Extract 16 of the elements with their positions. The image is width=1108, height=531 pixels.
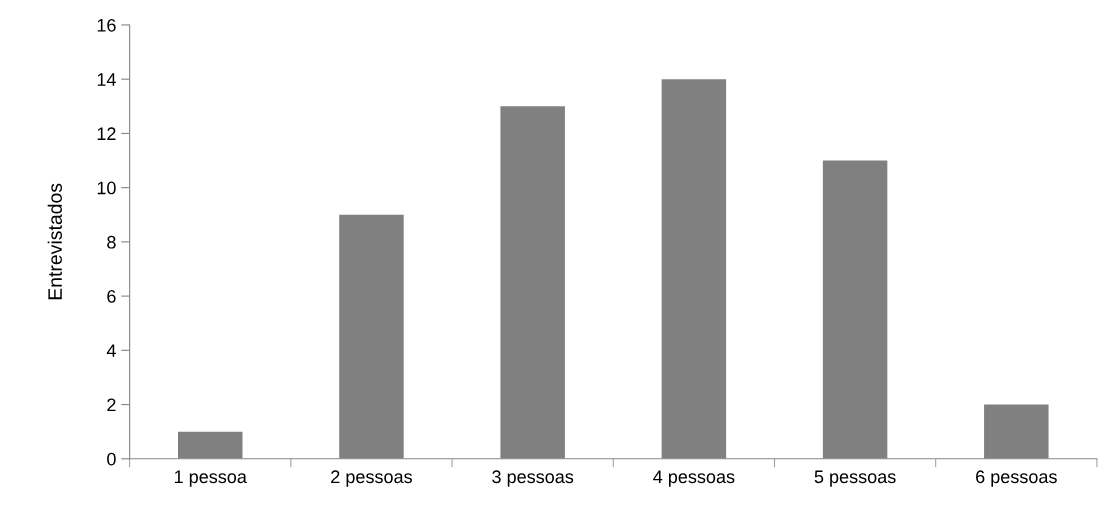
x-tick-label: 5 pessoas [814, 470, 896, 487]
y-tick-label: 4 [106, 344, 116, 357]
y-tick-label: 0 [107, 452, 116, 466]
y-tick-label: 12 [97, 127, 116, 140]
y-tick-label: 10 [97, 181, 116, 195]
y-tick-label: 6 [107, 290, 116, 303]
x-tick-label: 4 pessoas [653, 470, 735, 487]
x-tick-label: 6 pessoas [976, 470, 1057, 487]
x-tick-label: 1 pessoa [174, 470, 247, 487]
y-axis-title: Entrevistados [47, 183, 62, 300]
x-tick-label: 2 pessoas [331, 470, 412, 487]
y-tick-label: 16 [97, 18, 116, 32]
x-tick-label: 3 pessoas [492, 470, 574, 487]
y-tick-label: 14 [97, 73, 116, 86]
y-tick-label: 8 [107, 235, 116, 249]
y-tick-label: 2 [107, 398, 116, 412]
